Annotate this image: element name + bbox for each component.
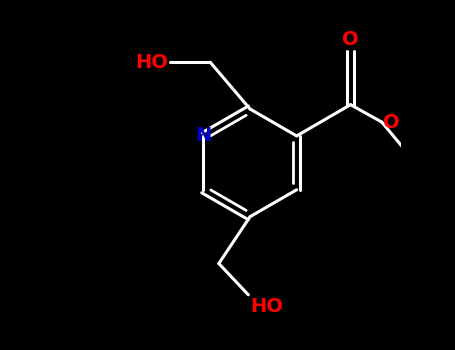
Text: O: O bbox=[342, 30, 359, 49]
Text: O: O bbox=[384, 113, 400, 132]
Text: HO: HO bbox=[136, 52, 168, 72]
Text: N: N bbox=[195, 126, 212, 146]
Text: HO: HO bbox=[250, 296, 283, 316]
